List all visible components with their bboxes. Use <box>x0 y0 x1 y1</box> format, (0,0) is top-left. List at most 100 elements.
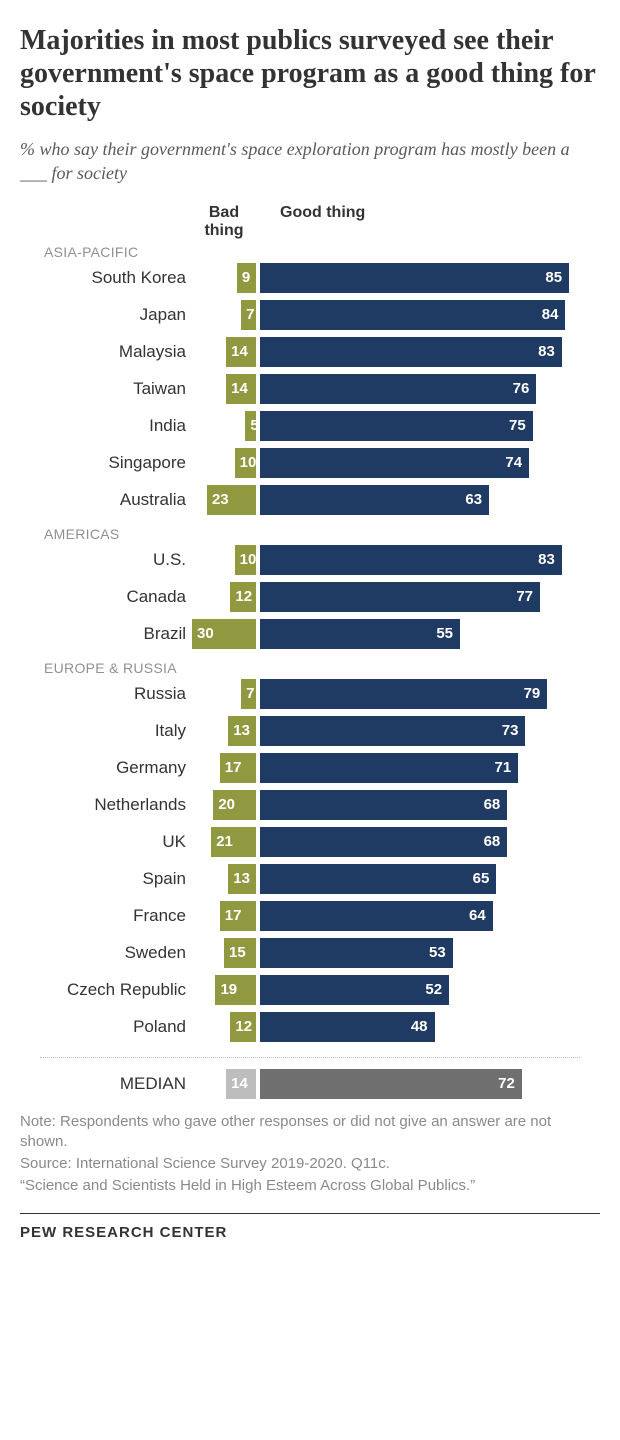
row-label: South Korea <box>40 268 192 288</box>
bad-bar: 30 <box>192 619 256 649</box>
bad-bar: 9 <box>237 263 256 293</box>
good-bar: 71 <box>260 753 518 783</box>
chart-note: Note: Respondents who gave other respons… <box>20 1112 600 1153</box>
row-label: Netherlands <box>40 795 192 815</box>
row-label: Malaysia <box>40 342 192 362</box>
bad-bar: 21 <box>211 827 256 857</box>
bad-bar-slot: 30 <box>192 618 256 650</box>
data-row: Czech Republic1952 <box>40 974 580 1006</box>
chart-title: Majorities in most publics surveyed see … <box>20 24 600 123</box>
row-label: U.S. <box>40 550 192 570</box>
good-bar-slot: 74 <box>260 447 580 479</box>
data-row: Italy1373 <box>40 715 580 747</box>
median-bad-bar: 14 <box>226 1069 256 1099</box>
chart-area: Bad thing Good thing ASIA-PACIFICSouth K… <box>40 204 580 1100</box>
row-label: France <box>40 906 192 926</box>
good-bar: 52 <box>260 975 449 1005</box>
bad-bar-slot: 23 <box>192 484 256 516</box>
row-label: Spain <box>40 869 192 889</box>
data-row: Russia779 <box>40 678 580 710</box>
chart-groups: ASIA-PACIFICSouth Korea985Japan784Malays… <box>40 244 580 1043</box>
legend-good-label: Good thing <box>260 204 365 222</box>
data-row: Brazil3055 <box>40 618 580 650</box>
median-good-value: 72 <box>498 1075 515 1092</box>
good-bar-slot: 83 <box>260 336 580 368</box>
good-bar-slot: 76 <box>260 373 580 405</box>
bad-bar: 13 <box>228 716 256 746</box>
bad-bar-slot: 7 <box>192 299 256 331</box>
bad-bar: 10 <box>235 448 256 478</box>
bad-bar-slot: 20 <box>192 789 256 821</box>
data-row: Malaysia 1483 <box>40 336 580 368</box>
good-bar-slot: 68 <box>260 789 580 821</box>
good-bar: 83 <box>260 545 562 575</box>
data-row: South Korea985 <box>40 262 580 294</box>
good-bar-slot: 77 <box>260 581 580 613</box>
good-bar: 73 <box>260 716 525 746</box>
group-label: AMERICAS <box>40 526 580 542</box>
data-row: Taiwan1476 <box>40 373 580 405</box>
data-row: Australia2363 <box>40 484 580 516</box>
row-label: Canada <box>40 587 192 607</box>
good-bar-slot: 79 <box>260 678 580 710</box>
bad-bar: 14 <box>226 337 256 367</box>
good-bar-slot: 83 <box>260 544 580 576</box>
data-row: Netherlands 2068 <box>40 789 580 821</box>
row-label: Germany <box>40 758 192 778</box>
bad-bar-slot: 5 <box>192 410 256 442</box>
row-label: India <box>40 416 192 436</box>
group-label: ASIA-PACIFIC <box>40 244 580 260</box>
bad-bar: 12 <box>230 1012 256 1042</box>
row-label: Poland <box>40 1017 192 1037</box>
bad-bar: 7 <box>241 300 256 330</box>
bad-bar-slot: 12 <box>192 581 256 613</box>
good-bar: 68 <box>260 790 507 820</box>
data-row: Singapore1074 <box>40 447 580 479</box>
median-bad-value: 14 <box>231 1075 248 1092</box>
good-bar-slot: 53 <box>260 937 580 969</box>
bad-bar-slot: 14 <box>192 336 256 368</box>
good-bar: 74 <box>260 448 529 478</box>
bad-bar: 17 <box>220 753 256 783</box>
org-logo: PEW RESEARCH CENTER <box>20 1224 600 1241</box>
good-bar: 68 <box>260 827 507 857</box>
bad-bar: 23 <box>207 485 256 515</box>
good-bar-slot: 52 <box>260 974 580 1006</box>
good-bar-slot: 55 <box>260 618 580 650</box>
bad-bar-slot: 7 <box>192 678 256 710</box>
median-label: MEDIAN <box>40 1074 192 1094</box>
chart-source: Source: International Science Survey 201… <box>20 1154 600 1174</box>
bad-bar: 17 <box>220 901 256 931</box>
bad-bar: 14 <box>226 374 256 404</box>
good-bar: 84 <box>260 300 565 330</box>
median-bad-slot: 14 <box>192 1068 256 1100</box>
bad-bar: 13 <box>228 864 256 894</box>
bad-bar-slot: 10 <box>192 544 256 576</box>
row-label: UK <box>40 832 192 852</box>
bad-bar: 5 <box>245 411 256 441</box>
bad-bar-slot: 17 <box>192 900 256 932</box>
bad-bar-slot: 12 <box>192 1011 256 1043</box>
data-row: Spain 1365 <box>40 863 580 895</box>
bad-bar-slot: 14 <box>192 373 256 405</box>
good-bar-slot: 63 <box>260 484 580 516</box>
bad-bar: 20 <box>213 790 256 820</box>
bad-bar: 15 <box>224 938 256 968</box>
chart-subtitle: % who say their government's space explo… <box>20 137 600 186</box>
bad-bar-slot: 15 <box>192 937 256 969</box>
row-label: Sweden <box>40 943 192 963</box>
data-row: U.S.1083 <box>40 544 580 576</box>
good-bar-slot: 84 <box>260 299 580 331</box>
median-good-slot: 72 <box>260 1068 580 1100</box>
good-bar: 65 <box>260 864 496 894</box>
data-row: Poland1248 <box>40 1011 580 1043</box>
bad-bar-slot: 9 <box>192 262 256 294</box>
data-row: Germany 1771 <box>40 752 580 784</box>
good-bar-slot: 71 <box>260 752 580 784</box>
row-label: Brazil <box>40 624 192 644</box>
good-bar-slot: 64 <box>260 900 580 932</box>
data-row: India575 <box>40 410 580 442</box>
good-bar: 83 <box>260 337 562 367</box>
bad-bar: 7 <box>241 679 256 709</box>
bad-bar-slot: 13 <box>192 863 256 895</box>
